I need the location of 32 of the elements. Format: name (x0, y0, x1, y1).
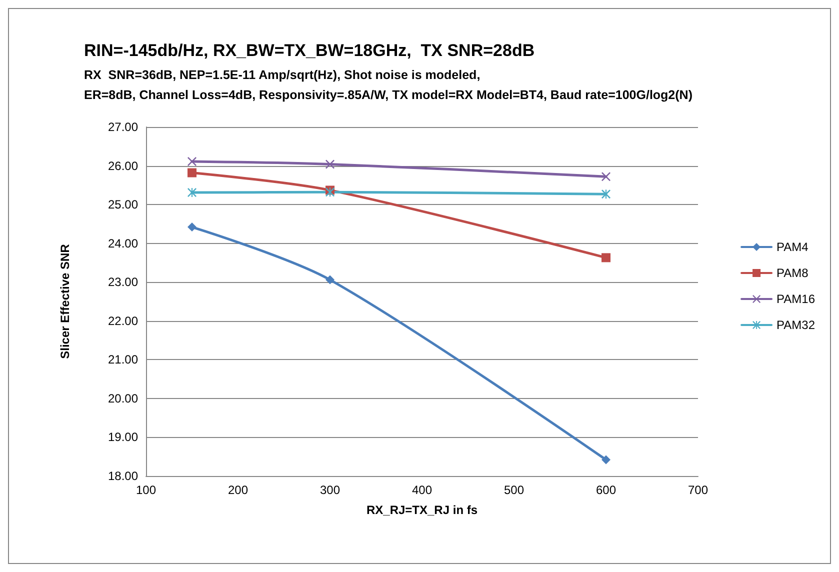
x-tick-label: 200 (228, 483, 248, 497)
y-tick-label: 20.00 (108, 391, 138, 406)
point (188, 222, 196, 232)
point (326, 160, 334, 169)
y-tick-label: 26.00 (108, 158, 138, 173)
point (602, 253, 610, 262)
x-tick-label: 500 (504, 483, 524, 497)
y-tick-label: 23.00 (108, 275, 138, 290)
y-tick-label: 19.00 (108, 430, 138, 444)
x-tick-label: 400 (412, 483, 432, 497)
legend-label: PAM32 (776, 318, 816, 332)
x-tick-label: 100 (136, 483, 156, 497)
point (602, 172, 610, 182)
y-tick-label: 24.00 (108, 236, 138, 250)
y-tick-label: 27.00 (108, 120, 138, 134)
legend-label: PAM16 (776, 292, 816, 306)
x-tick-label: 700 (688, 483, 708, 497)
y-axis-title: Slicer Effective SNR (58, 244, 72, 359)
point (188, 168, 196, 178)
legend-label: PAM8 (776, 266, 809, 280)
legend-label: PAM4 (776, 240, 809, 254)
y-tick-label: 18.00 (108, 469, 138, 483)
point (602, 455, 610, 464)
chart-title: RIN=-145db/Hz, RX_BW=TX_BW=18GHz, TX SNR=28dB (84, 41, 535, 60)
chart-subtitle: RX SNR=36dB, NEP=1.5E-11 Amp/sqrt(Hz), Shot noise is modeled, ER=8dB, Channel Loss=4dB, Responsivity=.85A/W, TX model=RX Model=BT4, Baud rate=100G/log2(N) (84, 68, 692, 102)
y-tick-label: 21.00 (108, 352, 138, 367)
x-tick-label: 300 (320, 483, 340, 497)
y-tick-label: 25.00 (108, 198, 138, 212)
x-axis-title: RX_RJ=TX_RJ in fs (366, 503, 478, 517)
x-tick-label: 600 (596, 483, 616, 497)
y-tick-label: 22.00 (108, 314, 138, 328)
point (326, 275, 334, 284)
